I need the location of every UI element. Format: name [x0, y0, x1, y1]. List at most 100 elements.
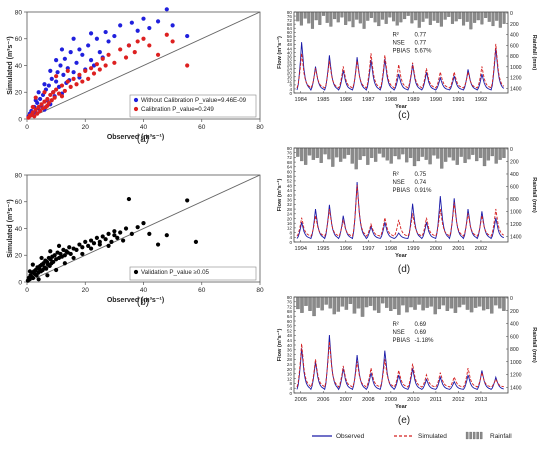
rainfall-bar [356, 297, 361, 309]
legend-marker [133, 269, 139, 275]
y2-tick-label: 600 [510, 334, 519, 340]
y2-tick-label: 400 [510, 33, 519, 39]
rainfall-bar [336, 12, 340, 23]
rainfall-bar [455, 148, 459, 165]
y-tick-label: 72 [287, 18, 293, 23]
rainfall-bar [299, 12, 303, 26]
y-axis-label: Simulated (m³s⁻¹) [7, 199, 14, 258]
rainfall-bar [351, 12, 355, 28]
rainfall-bar [348, 297, 353, 304]
legend-rainfall-swatch [476, 431, 480, 440]
rainfall-bar [381, 297, 385, 304]
data-point [91, 241, 97, 246]
rainfall-bar [410, 12, 414, 24]
data-point [106, 39, 111, 44]
rainfall-bar [428, 12, 432, 25]
y-tick-label: 36 [287, 348, 293, 353]
data-point [62, 253, 67, 258]
x-tick-label: 2007 [340, 397, 352, 403]
data-point [112, 60, 117, 65]
rainfall-bar [389, 148, 393, 164]
x-axis-label: Year [395, 253, 408, 259]
rainfall-bar [467, 148, 471, 160]
x-tick-label: 0 [25, 287, 29, 294]
y-tick-label: 48 [287, 42, 293, 47]
rainfall-bar [495, 12, 499, 21]
stat-name: R² [392, 172, 398, 178]
data-point [164, 32, 169, 37]
y-tick-label: 68 [287, 309, 293, 314]
data-point [52, 95, 57, 100]
panel-letter: (a) [137, 134, 149, 145]
rainfall-bar [482, 148, 487, 167]
rainfall-bar [366, 12, 370, 21]
rainfall-bar [321, 12, 326, 16]
stat-name: PBIAS [392, 188, 410, 194]
data-point [129, 231, 134, 236]
y2-tick-label: 800 [510, 347, 519, 353]
data-point [74, 82, 79, 87]
y-axis-label: Flow (m³s⁻¹) [276, 328, 283, 361]
x-tick-label: 2013 [475, 397, 487, 403]
data-point [88, 66, 94, 71]
y-axis-label: Simulated (m³s⁻¹) [7, 36, 14, 95]
data-point [121, 238, 126, 243]
y2-tick-label: 1000 [510, 65, 522, 71]
data-point [112, 33, 117, 39]
panel-letter: (b) [137, 297, 149, 308]
y-tick-label: 80 [15, 9, 23, 16]
rainfall-bar [389, 297, 393, 311]
rainfall-bar [451, 148, 456, 161]
y-tick-label: 16 [287, 372, 293, 377]
data-point [147, 43, 152, 48]
legend-label: Observed [336, 433, 365, 440]
rainfall-bar [441, 297, 446, 306]
rainfall-bar [409, 297, 413, 308]
y-tick-label: 40 [287, 343, 293, 348]
data-point [123, 226, 129, 231]
rainfall-bar [428, 148, 432, 165]
data-point [48, 249, 53, 254]
data-point [135, 39, 140, 44]
x-tick-label: 2005 [295, 397, 307, 403]
x-tick-label: 1992 [475, 97, 487, 103]
data-point [100, 234, 105, 239]
data-point [80, 52, 85, 57]
y2-tick-label: 800 [510, 197, 519, 203]
y-tick-label: 12 [287, 376, 293, 381]
data-point [54, 74, 59, 79]
y-tick-label: 64 [287, 165, 293, 170]
rainfall-bar [328, 297, 332, 309]
rainfall-bar [491, 12, 495, 27]
rainfall-bar [401, 148, 405, 155]
data-point [118, 230, 123, 235]
x-tick-label: 60 [198, 124, 206, 131]
data-point [67, 245, 72, 250]
rainfall-bar [355, 12, 359, 20]
y-tick-label: 76 [287, 300, 293, 305]
rainfall-bar [445, 297, 450, 311]
data-point [97, 50, 102, 55]
data-point [147, 231, 152, 236]
rainfall-bar [494, 297, 498, 306]
y2-tick-label: 1000 [510, 360, 522, 366]
data-point [97, 67, 102, 72]
rainfall-bar [487, 12, 491, 22]
x-tick-label: 1989 [407, 97, 419, 103]
y2-tick-label: 0 [510, 147, 513, 153]
y-tick-label: 0 [18, 116, 22, 123]
x-tick-label: 1997 [362, 246, 374, 252]
rainfall-bar [432, 12, 436, 21]
rainfall-bar [439, 12, 443, 27]
data-point [48, 92, 53, 98]
data-point [38, 96, 43, 102]
data-point [135, 28, 140, 33]
rainfall-bar [421, 12, 425, 22]
data-point [141, 16, 146, 21]
data-point [33, 107, 38, 112]
y-tick-label: 4 [289, 235, 292, 240]
data-point [65, 79, 70, 84]
y-tick-label: 48 [287, 183, 293, 188]
rainfall-bar [324, 297, 328, 305]
